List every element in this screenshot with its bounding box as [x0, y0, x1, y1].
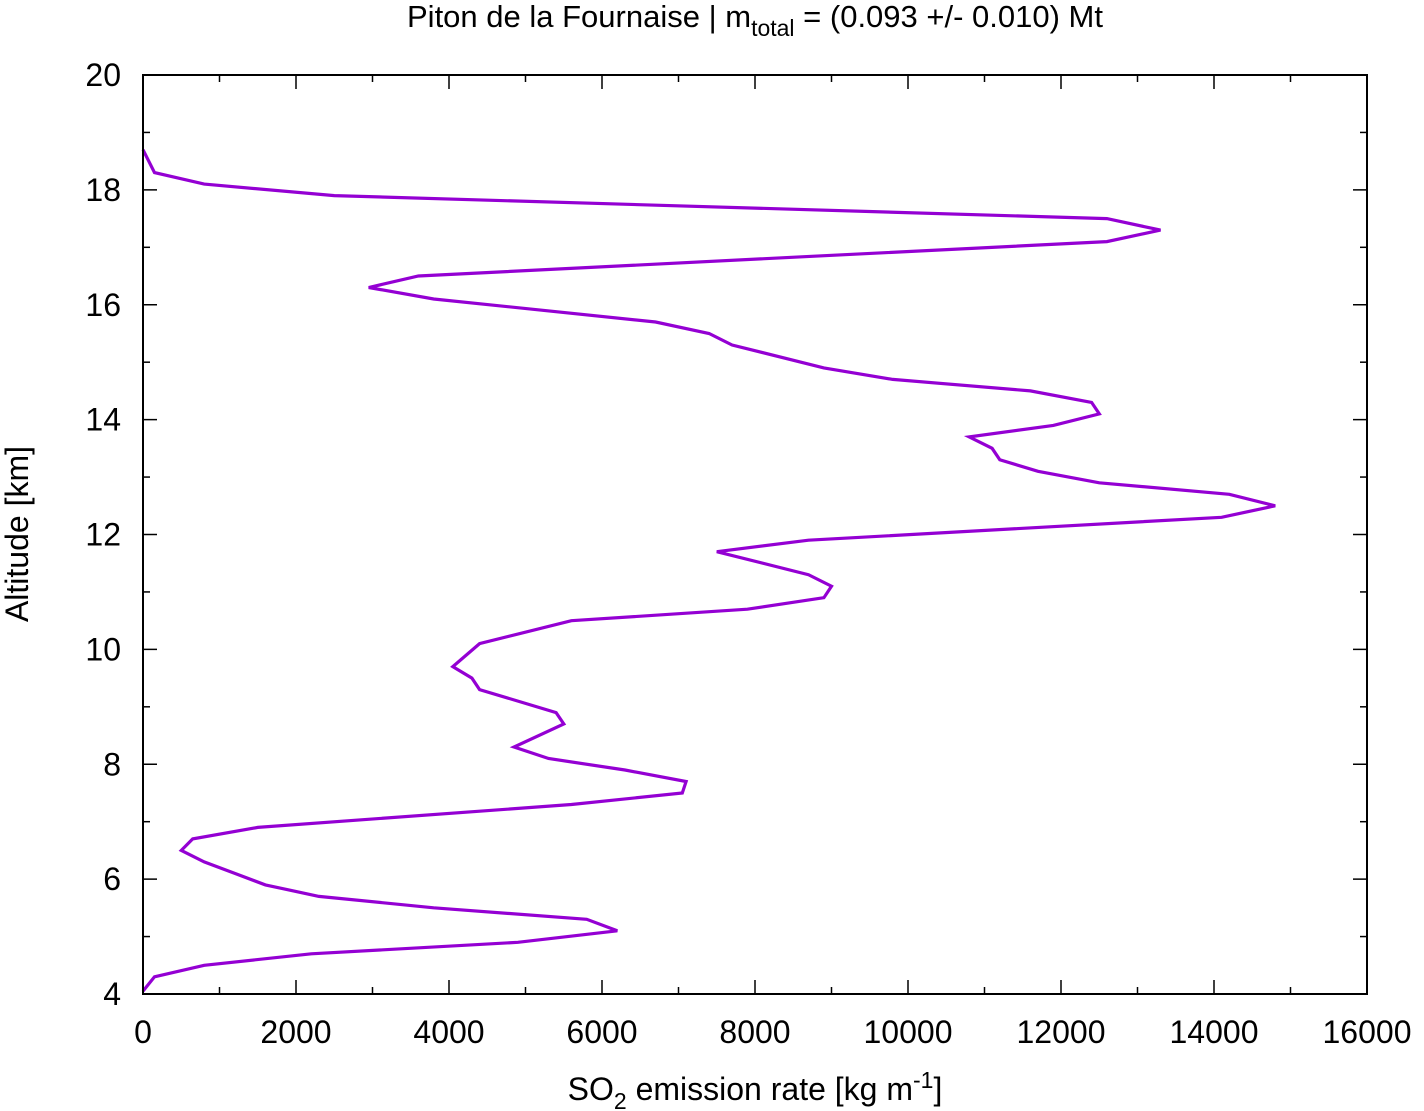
- x-axis-label-prefix: SO: [568, 1071, 614, 1107]
- x-tick-label: 0: [134, 1014, 152, 1050]
- y-tick-label: 8: [103, 746, 121, 782]
- x-tick-label: 16000: [1323, 1014, 1412, 1050]
- x-tick-label: 14000: [1170, 1014, 1259, 1050]
- y-tick-label: 6: [103, 861, 121, 897]
- y-tick-label: 16: [85, 287, 121, 323]
- chart-title-subscript: total: [751, 15, 794, 41]
- x-tick-label: 10000: [864, 1014, 953, 1050]
- x-axis-tick-labels: 0 2000 4000 6000 8000 10000 12000 14000 16000: [134, 1014, 1411, 1050]
- x-axis-label-middle: emission rate [kg m: [627, 1071, 913, 1107]
- x-axis-label-subscript: 2: [614, 1088, 627, 1111]
- y-axis-label: Altitude [km]: [0, 446, 35, 622]
- x-tick-label: 2000: [260, 1014, 331, 1050]
- chart-title-suffix: = (0.093 +/- 0.010) Mt: [795, 0, 1104, 34]
- y-tick-label: 18: [85, 172, 121, 208]
- x-axis-label-suffix: ]: [933, 1071, 942, 1107]
- y-axis-tick-labels: 4 6 8 10 12 14 16 18 20: [85, 57, 121, 1012]
- y-tick-label: 4: [103, 976, 121, 1012]
- plot-frame: [142, 74, 1368, 995]
- x-tick-label: 12000: [1017, 1014, 1106, 1050]
- x-tick-label: 4000: [413, 1014, 484, 1050]
- x-axis-label: SO2 emission rate [kg m-1]: [568, 1067, 943, 1111]
- y-tick-label: 12: [85, 517, 121, 553]
- y-tick-label: 14: [85, 402, 121, 438]
- chart-title: Piton de la Fournaise | mtotal = (0.093 …: [407, 0, 1103, 41]
- y-tick-label: 20: [85, 57, 121, 93]
- x-tick-label: 6000: [566, 1014, 637, 1050]
- x-axis-label-superscript: -1: [913, 1067, 933, 1093]
- series-line: [141, 148, 1276, 993]
- x-axis-ticks: [142, 75, 1368, 994]
- y-tick-label: 10: [85, 631, 121, 667]
- chart-title-prefix: Piton de la Fournaise | m: [407, 0, 751, 34]
- x-tick-label: 8000: [719, 1014, 790, 1050]
